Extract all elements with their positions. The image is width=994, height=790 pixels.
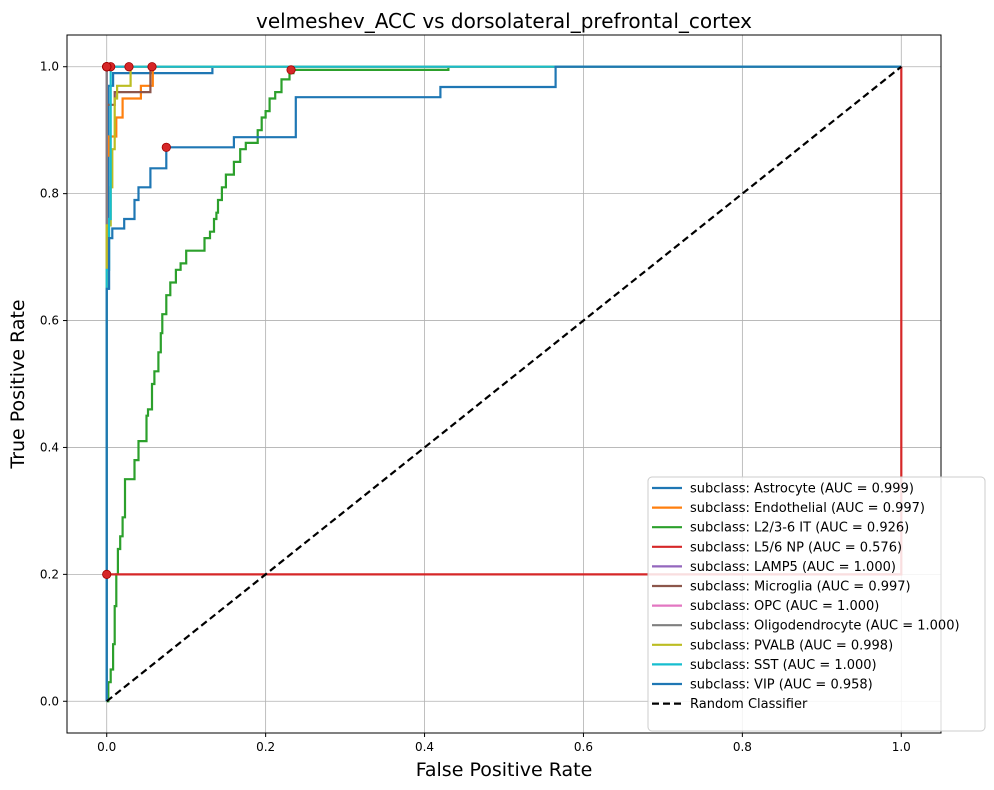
- legend-label: subclass: Astrocyte (AUC = 0.999): [690, 482, 914, 497]
- plot-frame: [66, 34, 942, 734]
- x-axis-ticks: 0.0 0.2 0.4 0.6 0.8 1.0: [97, 733, 911, 754]
- threshold-markers: [102, 62, 296, 579]
- legend-label: Random Classifier: [690, 697, 808, 712]
- legend-label: subclass: LAMP5 (AUC = 1.000): [690, 560, 896, 575]
- threshold-marker-5: [147, 62, 157, 72]
- legend-label: subclass: Oligodendrocyte (AUC = 1.000): [690, 619, 960, 634]
- threshold-marker-2: [286, 65, 296, 75]
- x-tick-label: 1.0: [892, 740, 911, 754]
- y-tick-label: 1.0: [40, 60, 59, 74]
- legend-label: subclass: PVALB (AUC = 0.998): [690, 638, 893, 653]
- legend-label: subclass: Endothelial (AUC = 0.997): [690, 501, 925, 516]
- x-tick-label: 0.4: [415, 740, 434, 754]
- legend-label: subclass: L2/3-6 IT (AUC = 0.926): [690, 521, 909, 536]
- x-tick-label: 0.0: [97, 740, 116, 754]
- legend-label: subclass: VIP (AUC = 0.958): [690, 678, 873, 693]
- roc-curves: [105, 65, 903, 703]
- x-tick-label: 0.2: [256, 740, 275, 754]
- legend-label: subclass: L5/6 NP (AUC = 0.576): [690, 540, 902, 555]
- x-tick-label: 0.8: [733, 740, 752, 754]
- threshold-marker-3: [102, 569, 112, 579]
- legend: subclass: Astrocyte (AUC = 0.999) subclas…: [647, 476, 986, 732]
- roc-curve-1: [105, 65, 902, 702]
- legend-label: subclass: OPC (AUC = 1.000): [690, 599, 879, 614]
- threshold-marker-1: [124, 62, 134, 72]
- y-tick-label: 0.2: [40, 567, 59, 581]
- y-tick-label: 0.8: [40, 187, 59, 201]
- random-classifier-line: [106, 65, 902, 703]
- legend-box: [647, 476, 986, 732]
- legend-label: subclass: Microglia (AUC = 0.997): [690, 580, 911, 595]
- legend-label: subclass: SST (AUC = 1.000): [690, 658, 877, 673]
- chart-title: velmeshev_ACC vs dorsolateral_prefrontal…: [256, 9, 752, 33]
- roc-curve-2: [106, 65, 902, 703]
- x-axis-label: False Positive Rate: [416, 759, 593, 781]
- y-axis-ticks: 0.0 0.2 0.4 0.6 0.8 1.0: [40, 60, 67, 708]
- x-tick-label: 0.6: [574, 740, 593, 754]
- y-tick-label: 0.4: [40, 440, 59, 454]
- y-tick-label: 0.6: [40, 314, 59, 328]
- threshold-marker-9: [102, 62, 112, 72]
- y-axis-label: True Positive Rate: [7, 299, 29, 469]
- roc-curve-8: [105, 65, 902, 702]
- y-tick-label: 0.0: [40, 694, 59, 708]
- threshold-marker-10: [161, 142, 171, 152]
- roc-curve-10: [105, 65, 902, 702]
